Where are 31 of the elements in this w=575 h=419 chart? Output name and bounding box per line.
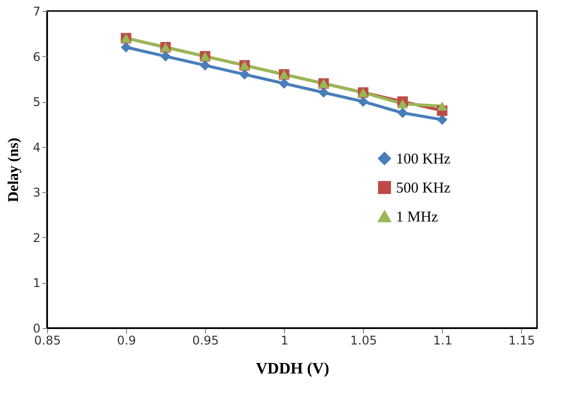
y-tick-label: 1 (32, 276, 40, 290)
point (397, 99, 408, 108)
x-tick-label: 1 (280, 334, 288, 348)
y-tick-label: 6 (32, 50, 40, 64)
point (358, 96, 368, 107)
x-tick-label: 1.15 (508, 334, 536, 348)
y-axis-title: Delay (ns) (6, 138, 22, 202)
x-axis-title: VDDH (V) (256, 360, 330, 378)
point (397, 108, 408, 118)
y-tick-label: 2 (32, 230, 40, 245)
point (200, 60, 210, 71)
point (239, 69, 250, 80)
x-tick-label: 1.1 (433, 334, 452, 348)
legend-label: 100 KHz (396, 152, 451, 168)
y-tick-label: 0 (32, 322, 40, 336)
point (436, 114, 448, 125)
x-tick-label: 0.9 (116, 334, 136, 348)
y-tick-label: 5 (32, 95, 40, 110)
x-tick-label: 0.85 (34, 334, 61, 348)
point (278, 78, 290, 89)
point (120, 42, 132, 52)
point (436, 102, 448, 111)
point (318, 87, 329, 98)
legend-label: 1 MHz (396, 210, 438, 226)
y-tick-label: 4 (32, 140, 40, 154)
y-tick-label: 3 (32, 186, 40, 200)
x-tick-label: 1.05 (350, 334, 377, 348)
x-tick-label: 0.95 (192, 334, 219, 348)
y-tick-label: 7 (32, 4, 40, 18)
point (160, 51, 171, 62)
legend-label: 500 KHz (396, 180, 451, 196)
